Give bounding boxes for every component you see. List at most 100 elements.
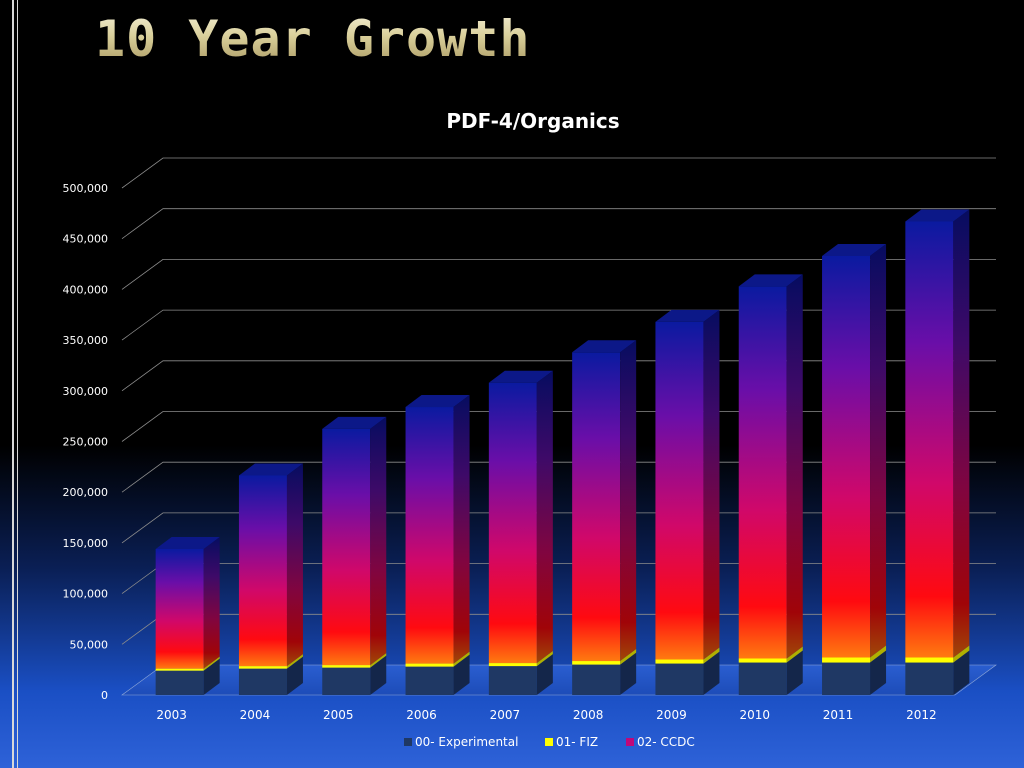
bar-segment — [822, 657, 871, 663]
y-tick-label: 50,000 — [70, 638, 109, 651]
legend-label: 02- CCDC — [637, 735, 695, 749]
bar-segment — [405, 666, 454, 695]
x-axis: 2003 2004 2005 2006 2007 2008 2009 2010 2011 2012 — [156, 708, 936, 722]
bar-segment — [488, 663, 537, 667]
y-tick-label: 400,000 — [63, 283, 109, 296]
left-border-line-thin — [17, 0, 18, 768]
bar-segment-side — [286, 656, 303, 695]
bar-top — [822, 243, 887, 256]
bar-segment-side — [203, 536, 220, 669]
bar-segment-side — [203, 658, 220, 695]
bar-segment — [905, 662, 954, 695]
bars — [155, 209, 970, 695]
bar-segment — [238, 475, 287, 667]
bar-segment-side — [370, 416, 387, 666]
bar-segment-side — [870, 650, 887, 695]
bar-segment — [488, 666, 537, 695]
y-tick-label: 300,000 — [63, 385, 109, 398]
bar-top — [405, 395, 470, 408]
bar-segment-side — [786, 650, 803, 695]
bar-segment — [572, 661, 621, 665]
bar-top — [655, 309, 720, 322]
x-tick-label: 2009 — [656, 708, 687, 722]
y-tick-label: 150,000 — [63, 537, 109, 550]
chart-title: PDF-4/Organics — [446, 109, 619, 133]
legend: 00- Experimental 01- FIZ 02- CCDC — [404, 735, 695, 749]
y-tick-label: 0 — [101, 689, 108, 702]
gridline — [121, 157, 996, 189]
bar-segment — [155, 668, 204, 671]
bar-segment-side — [453, 395, 470, 664]
bar-segment — [572, 352, 621, 662]
bar-segment-side — [536, 651, 553, 667]
y-tick-label: 450,000 — [63, 233, 109, 246]
bar-segment-side — [453, 651, 470, 667]
x-tick-label: 2003 — [156, 708, 187, 722]
bar-segment-side — [870, 645, 887, 663]
bar-segment-side — [786, 646, 803, 663]
bar-segment-side — [703, 309, 720, 660]
y-tick-label: 350,000 — [63, 334, 109, 347]
bar-top — [155, 536, 220, 549]
bar-segment — [822, 255, 871, 658]
x-tick-label: 2012 — [906, 708, 937, 722]
bar-segment-side — [536, 370, 553, 664]
legend-label: 00- Experimental — [415, 735, 518, 749]
gridline — [121, 258, 996, 290]
legend-swatch — [404, 738, 412, 746]
bar-segment — [405, 407, 454, 664]
bar-segment-side — [703, 651, 720, 695]
x-tick-label: 2005 — [323, 708, 354, 722]
bar-segment-side — [953, 209, 970, 658]
left-border-line — [12, 0, 14, 768]
x-tick-label: 2011 — [823, 708, 854, 722]
bar-segment — [238, 668, 287, 695]
y-tick-label: 250,000 — [63, 436, 109, 449]
bar-segment — [572, 664, 621, 695]
legend-swatch — [626, 738, 634, 746]
bar-segment-side — [703, 647, 720, 664]
legend-label: 01- FIZ — [556, 735, 598, 749]
y-axis: 0 50,000 100,000 150,000 200,000 250,000 300,0… — [63, 182, 109, 702]
slide-title: 10 Year Growth — [95, 10, 531, 68]
bar-segment-side — [620, 652, 637, 695]
bar-segment — [905, 221, 954, 658]
bar-segment-side — [620, 340, 637, 662]
bar-top — [738, 274, 803, 287]
bar-segment-side — [370, 653, 387, 668]
bar-segment — [738, 658, 787, 663]
bar-segment — [488, 382, 537, 664]
y-tick-label: 200,000 — [63, 486, 109, 499]
bar-segment-side — [286, 463, 303, 667]
bar-top — [238, 463, 303, 476]
x-tick-label: 2010 — [739, 708, 770, 722]
bar-segment-side — [953, 650, 970, 695]
bar-segment — [655, 321, 704, 660]
bar-segment — [155, 548, 204, 669]
y-tick-label: 500,000 — [63, 182, 109, 195]
bar-segment — [655, 663, 704, 695]
bar-segment-side — [453, 654, 470, 695]
bar-top — [572, 340, 637, 353]
bar-segment — [322, 428, 371, 666]
bar-segment — [738, 662, 787, 695]
gridline — [121, 208, 996, 240]
legend-swatch — [545, 738, 553, 746]
bar-segment-side — [536, 654, 553, 695]
bar-segment — [822, 662, 871, 695]
bar-segment-side — [870, 243, 887, 658]
bar-segment — [738, 286, 787, 659]
bar-segment — [322, 665, 371, 668]
bar-segment-side — [620, 649, 637, 665]
bar-segment — [405, 663, 454, 667]
bar-segment — [905, 657, 954, 663]
bar-segment — [322, 667, 371, 695]
bar-segment — [155, 670, 204, 695]
bar-segment-side — [786, 274, 803, 659]
bar-top — [905, 209, 970, 222]
bar-top — [322, 416, 387, 429]
x-tick-label: 2007 — [490, 708, 521, 722]
bar-segment-side — [370, 655, 387, 695]
x-tick-label: 2008 — [573, 708, 604, 722]
